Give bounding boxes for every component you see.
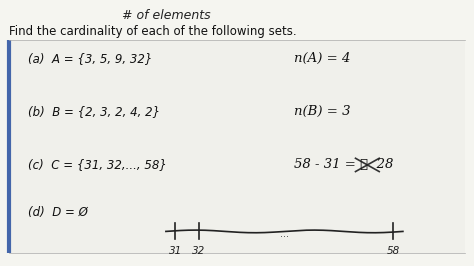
- Text: (b)  B = {2, 3, 2, 4, 2}: (b) B = {2, 3, 2, 4, 2}: [28, 105, 161, 118]
- Text: (d)  D = Ø: (d) D = Ø: [28, 206, 88, 219]
- FancyBboxPatch shape: [9, 40, 465, 253]
- Text: ...: ...: [280, 229, 289, 239]
- Text: (a)  A = {3, 5, 9, 32}: (a) A = {3, 5, 9, 32}: [28, 52, 153, 65]
- Text: n(B) = 3: n(B) = 3: [294, 105, 350, 118]
- Text: 58 - 31 = ✕  28: 58 - 31 = ✕ 28: [294, 159, 393, 171]
- Text: 32: 32: [192, 246, 206, 256]
- Text: # of elements: # of elements: [122, 10, 210, 22]
- Text: 58: 58: [387, 246, 400, 256]
- Text: (c)  C = {31, 32,..., 58}: (c) C = {31, 32,..., 58}: [28, 159, 167, 171]
- Text: Find the cardinality of each of the following sets.: Find the cardinality of each of the foll…: [9, 26, 297, 38]
- Text: n(A) = 4: n(A) = 4: [294, 52, 350, 65]
- Text: 31: 31: [169, 246, 182, 256]
